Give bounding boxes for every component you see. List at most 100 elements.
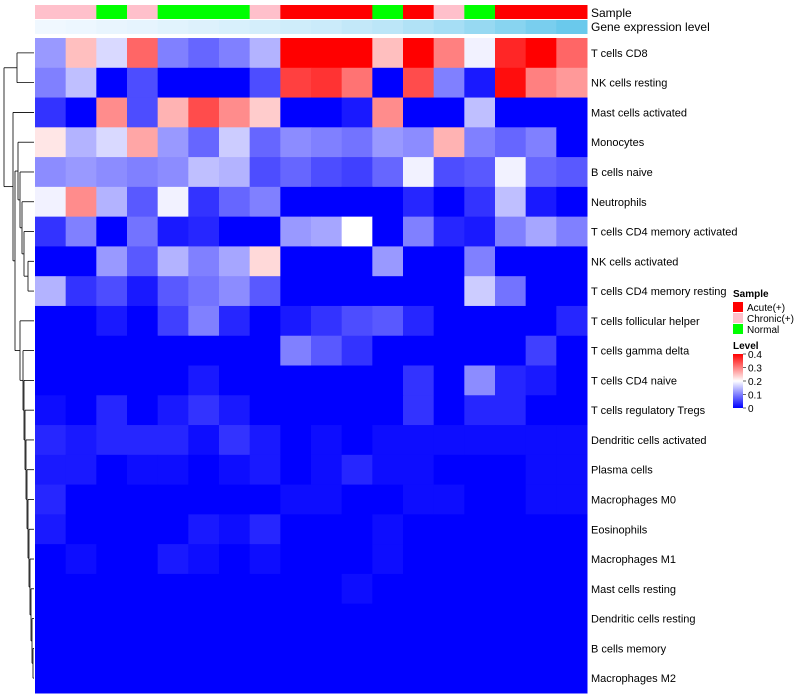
heatmap-cell (127, 276, 159, 307)
heatmap-cell (372, 663, 404, 694)
heatmap-cell (495, 216, 527, 247)
heatmap-cell (372, 425, 404, 456)
heatmap-cell (157, 603, 189, 634)
heatmap-cell (249, 603, 281, 634)
legend-swatch (733, 324, 743, 334)
heatmap-cell (341, 425, 373, 456)
heatmap-cell (403, 573, 435, 605)
heatmap-cell (495, 454, 527, 486)
heatmap-cell (464, 484, 496, 515)
heatmap-cell (65, 395, 97, 426)
heatmap-cell (525, 365, 557, 396)
heatmap-cell (219, 514, 251, 545)
heatmap-cell (464, 127, 496, 158)
row-label: Monocytes (591, 137, 645, 149)
heatmap-cell (341, 216, 373, 247)
heatmap-cell (249, 425, 281, 456)
expression-annotation-label: Gene expression level (591, 20, 710, 34)
row-label: Plasma cells (591, 465, 653, 477)
heatmap-cell (341, 365, 373, 396)
heatmap-cell (219, 97, 251, 128)
heatmap-cell (311, 514, 343, 545)
heatmap-cell (464, 246, 496, 277)
heatmap-cell (157, 395, 189, 426)
sample-annotation-cell (127, 5, 159, 19)
heatmap-cell (35, 573, 67, 605)
legend-tick-label: 0 (748, 404, 754, 415)
heatmap-cell (525, 67, 557, 99)
heatmap-cell (525, 38, 557, 69)
heatmap-cell (433, 603, 465, 634)
heatmap-cell (433, 276, 465, 307)
heatmap-cell (35, 633, 67, 664)
heatmap-cell (372, 395, 404, 426)
heatmap-cell (96, 395, 128, 426)
heatmap-cell (341, 663, 373, 694)
heatmap-cell (556, 305, 588, 337)
heatmap-cell (96, 216, 128, 247)
heatmap-cell (495, 38, 527, 69)
heatmap-cell (403, 603, 435, 634)
heatmap-cell (433, 127, 465, 158)
heatmap-cell (341, 157, 373, 188)
heatmap-cell (464, 633, 496, 664)
heatmap-cell (433, 544, 465, 575)
heatmap-cell (35, 544, 67, 575)
heatmap-cell (65, 425, 97, 456)
heatmap-cell (127, 305, 159, 337)
heatmap-cell (249, 454, 281, 486)
heatmap-cell (372, 573, 404, 605)
legend-tick-label: 0.1 (748, 391, 762, 402)
heatmap-cell (341, 514, 373, 545)
legend-swatch (733, 302, 743, 312)
heatmap-cell (65, 573, 97, 605)
heatmap-cell (556, 663, 588, 694)
heatmap-cell (127, 365, 159, 396)
heatmap-cell (65, 186, 97, 218)
heatmap-cell (96, 544, 128, 575)
heatmap-cell (311, 425, 343, 456)
heatmap-cell (65, 484, 97, 515)
heatmap-cell (127, 663, 159, 694)
heatmap-cell (249, 544, 281, 575)
heatmap-cell (433, 514, 465, 545)
heatmap-cell (372, 97, 404, 128)
heatmap-cell (556, 38, 588, 69)
sample-annotation-cell (311, 5, 343, 19)
heatmap-cell (127, 454, 159, 486)
heatmap-cell (96, 157, 128, 188)
heatmap-cell (464, 365, 496, 396)
heatmap-cell (525, 544, 557, 575)
sample-annotation-cell (525, 5, 557, 19)
heatmap-cell (127, 186, 159, 218)
heatmap-cell (495, 573, 527, 605)
heatmap-cell (35, 603, 67, 634)
expression-annotation-cell (464, 20, 496, 34)
row-label: T cells follicular helper (591, 316, 700, 328)
heatmap-cell (157, 157, 189, 188)
heatmap-cell (157, 484, 189, 515)
heatmap-cell (157, 544, 189, 575)
heatmap-cell (464, 157, 496, 188)
heatmap-cell (65, 276, 97, 307)
heatmap-cell (341, 305, 373, 337)
heatmap-cell (219, 186, 251, 218)
expression-annotation-cell (495, 20, 527, 34)
heatmap-cell (280, 544, 312, 575)
heatmap-cell (249, 395, 281, 426)
expression-annotation-cell (35, 20, 67, 34)
heatmap-cell (556, 276, 588, 307)
legend-item-label: Normal (747, 325, 779, 336)
heatmap-cell (96, 514, 128, 545)
heatmap-cell (525, 276, 557, 307)
heatmap-cell (433, 663, 465, 694)
heatmap-cell (127, 67, 159, 99)
heatmap-cell (188, 425, 220, 456)
heatmap-cell (403, 633, 435, 664)
heatmap-cell (249, 38, 281, 69)
heatmap-cell (433, 67, 465, 99)
heatmap-cell (311, 246, 343, 277)
heatmap-cell (65, 544, 97, 575)
heatmap-cell (157, 276, 189, 307)
row-label: Mast cells activated (591, 107, 687, 119)
